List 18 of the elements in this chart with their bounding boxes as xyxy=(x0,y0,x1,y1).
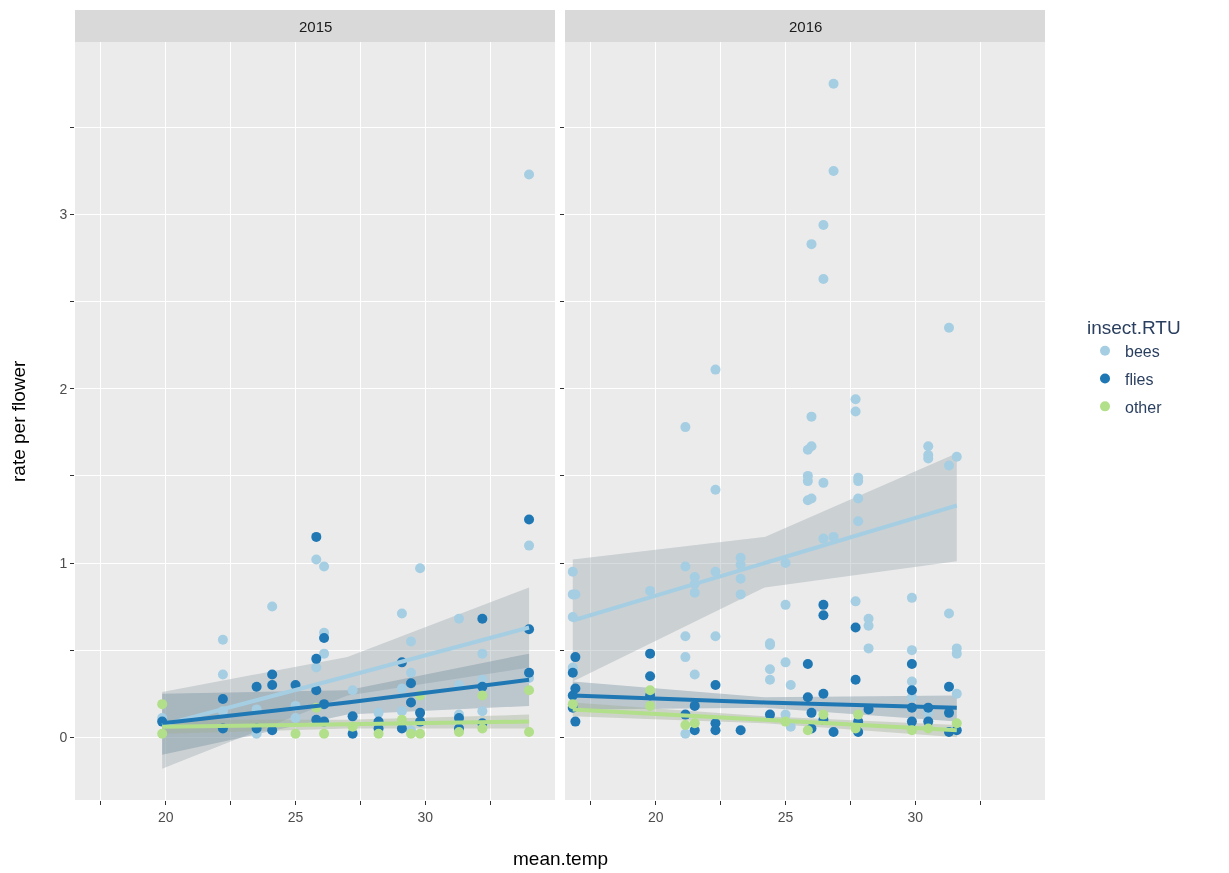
x-tick-label: 25 xyxy=(777,808,794,825)
legend-title: insect.RTU xyxy=(1087,316,1181,338)
x-tick-label: 25 xyxy=(287,808,304,825)
x-tick-label: 20 xyxy=(648,808,664,825)
legend-label: flies xyxy=(1125,370,1154,388)
y-tick-label: 3 xyxy=(59,206,68,223)
x-axis-title: mean.temp xyxy=(513,848,609,869)
y-tick-label: 1 xyxy=(59,554,68,571)
y-tick-label: 2 xyxy=(59,380,68,397)
legend-label: bees xyxy=(1125,343,1160,360)
x-tick-label: 30 xyxy=(907,808,924,825)
x-tick-label: 30 xyxy=(417,808,434,825)
y-axis-title: rate per flower xyxy=(8,359,29,482)
x-tick-label: 20 xyxy=(158,808,174,825)
chart-title: 2016 xyxy=(789,18,823,35)
y-tick-label: 0 xyxy=(59,729,68,746)
legend-label: other xyxy=(1125,398,1163,416)
chart-title: 2015 xyxy=(299,18,333,35)
